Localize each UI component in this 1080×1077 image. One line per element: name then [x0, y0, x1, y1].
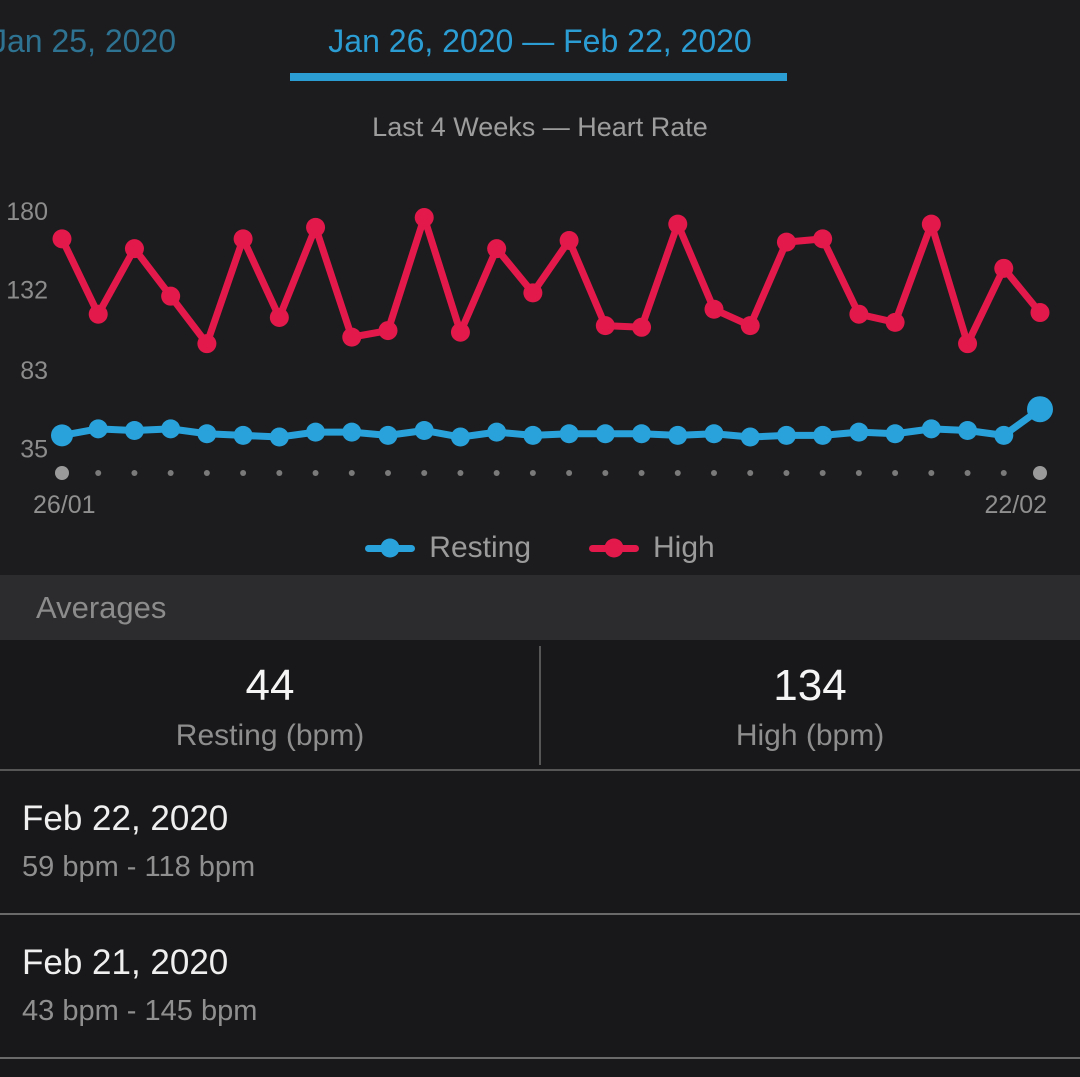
- svg-text:180: 180: [6, 198, 48, 226]
- legend-item-resting: Resting: [365, 531, 531, 565]
- legend-item-high: High: [589, 531, 715, 565]
- active-tab-indicator: [290, 73, 787, 81]
- day-date: Feb 21, 2020: [22, 943, 229, 982]
- stat-resting-average: 44 Resting (bpm): [0, 640, 540, 769]
- day-date: Feb 22, 2020: [22, 799, 229, 838]
- daily-list: Feb 22, 2020 59 bpm - 118 bpm Feb 21, 20…: [0, 771, 1080, 1059]
- stat-resting-value: 44: [245, 661, 295, 710]
- svg-text:35: 35: [20, 436, 48, 464]
- averages-header-label: Averages: [36, 589, 167, 625]
- list-item-day[interactable]: Feb 21, 2020 43 bpm - 145 bpm: [0, 915, 1080, 1059]
- high-series-marker-icon: [589, 538, 639, 558]
- chart-legend: Resting High: [0, 531, 1080, 565]
- heart-rate-line-chart[interactable]: 180 132 83 35 26/01 22/02: [0, 0, 1080, 530]
- stat-high-label: High (bpm): [735, 718, 885, 752]
- tab-previous-period[interactable]: Jan 25, 2020: [0, 23, 177, 59]
- svg-text:83: 83: [20, 357, 48, 385]
- legend-label-resting: Resting: [429, 531, 531, 564]
- day-bpm-range: 59 bpm - 118 bpm: [22, 851, 256, 883]
- svg-text:26/01: 26/01: [33, 491, 96, 519]
- stat-high-value: 134: [773, 661, 847, 710]
- stat-resting-label: Resting (bpm): [175, 718, 365, 752]
- list-item-day[interactable]: Feb 22, 2020 59 bpm - 118 bpm: [0, 771, 1080, 915]
- svg-text:132: 132: [6, 277, 48, 305]
- stats-divider: [539, 646, 541, 765]
- day-bpm-range: 43 bpm - 145 bpm: [22, 995, 258, 1027]
- resting-series-marker-icon: [365, 538, 416, 558]
- tab-current-period[interactable]: Jan 26, 2020 — Feb 22, 2020: [328, 23, 752, 59]
- averages-header: Averages: [0, 575, 1080, 640]
- chart-section: Jan 25, 2020 Jan 26, 2020 — Feb 22, 2020…: [0, 0, 1080, 565]
- svg-text:22/02: 22/02: [984, 491, 1047, 519]
- legend-label-high: High: [653, 531, 715, 564]
- stat-high-average: 134 High (bpm): [540, 640, 1080, 769]
- chart-title: Last 4 Weeks — Heart Rate: [372, 112, 708, 142]
